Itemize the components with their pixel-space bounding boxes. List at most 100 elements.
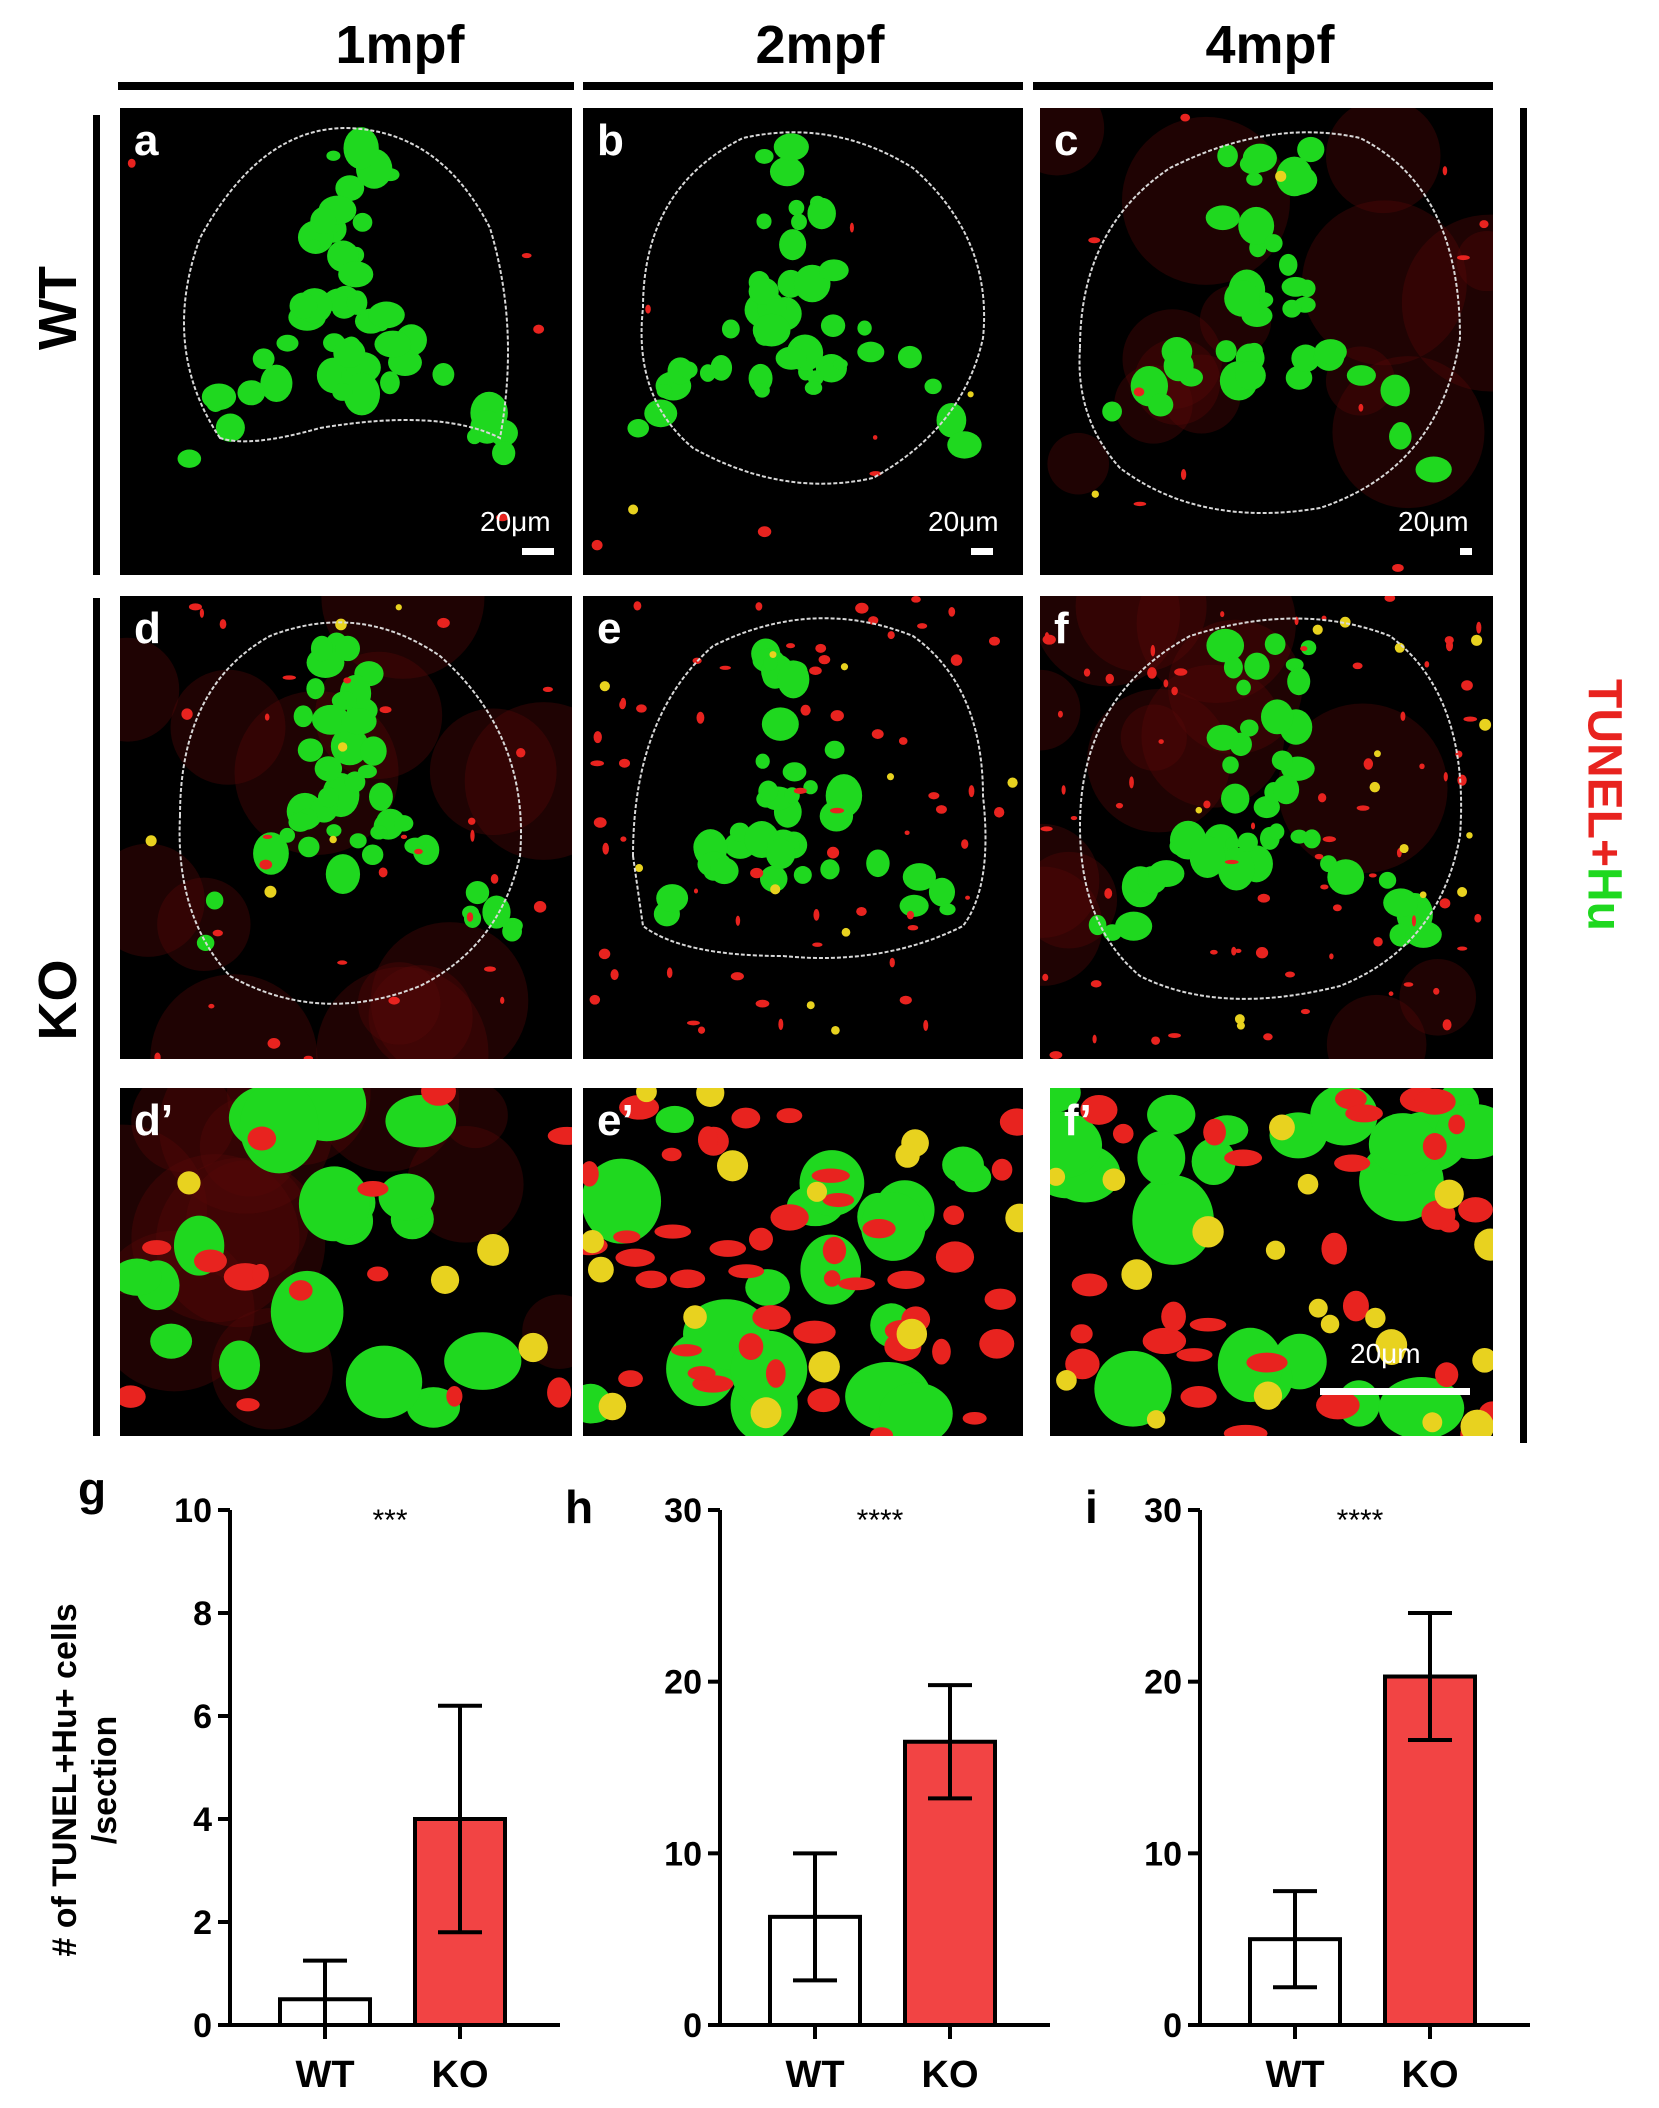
tunel-signal — [1445, 640, 1454, 652]
tunel-signal — [961, 839, 969, 849]
tunel-signal — [709, 1240, 747, 1257]
hu-positive-cell — [656, 884, 689, 913]
hu-positive-cell — [393, 815, 414, 832]
tunel-signal — [589, 994, 601, 1005]
column-header-2mpf: 2mpf — [755, 15, 885, 75]
background-haze — [406, 1125, 524, 1243]
hu-positive-cell — [311, 704, 350, 735]
tunel-signal — [719, 665, 731, 670]
tunel-signal — [633, 601, 642, 611]
hu-positive-cell — [820, 314, 846, 337]
hu-positive-cell — [1380, 374, 1410, 407]
tunel-signal — [1203, 800, 1211, 809]
colocalized-cell — [628, 504, 639, 515]
tunel-signal — [1147, 667, 1157, 679]
hu-positive-cell — [1415, 456, 1452, 483]
hu-positive-cell — [332, 382, 353, 401]
colocalized-cell — [1056, 1370, 1077, 1391]
tunel-signal — [1061, 785, 1066, 795]
hu-positive-cell — [765, 838, 796, 870]
tunel-signal — [757, 526, 772, 538]
column-divider-1 — [118, 82, 574, 90]
tunel-signal — [1368, 873, 1377, 878]
tunel-signal — [1189, 1317, 1227, 1332]
colocalized-cell — [430, 1265, 460, 1294]
scale-text-f-prime: 20μm — [1350, 1338, 1421, 1369]
tunel-signal — [917, 623, 928, 629]
tunel-signal — [950, 654, 963, 666]
hu-positive-cell — [899, 894, 929, 917]
tunel-signal — [862, 1219, 896, 1239]
tunel-signal — [1329, 953, 1334, 960]
y-tick-label: 8 — [193, 1595, 212, 1633]
colocalized-cell — [1466, 832, 1473, 839]
tunel-signal — [1363, 758, 1374, 770]
tunel-signal — [154, 1052, 161, 1059]
hu-positive-cell — [1278, 253, 1298, 276]
colocalized-cell — [1365, 1307, 1386, 1329]
tunel-signal — [812, 942, 823, 947]
colocalized-cell — [717, 1150, 749, 1182]
tunel-signal — [1474, 913, 1482, 923]
tunel-signal — [521, 252, 532, 259]
hu-positive-cell — [1264, 234, 1283, 253]
background-haze — [1278, 703, 1448, 874]
scale-bar-b — [971, 548, 993, 555]
tunel-signal — [236, 1398, 260, 1412]
tunel-signal — [1352, 662, 1363, 670]
hu-positive-cell — [370, 825, 388, 840]
hu-positive-cell — [1268, 823, 1285, 840]
background-haze — [1087, 688, 1231, 833]
hu-positive-cell — [1206, 724, 1240, 751]
significance-marker: *** — [372, 1504, 407, 1537]
hu-positive-cell — [769, 156, 805, 187]
hu-positive-cell — [1148, 860, 1185, 888]
colocalized-cell — [1378, 1339, 1405, 1365]
colocalized-cell — [1265, 1240, 1286, 1260]
hu-positive-cell — [1435, 1104, 1493, 1160]
tunel-signal — [965, 895, 971, 900]
tunel-signal — [669, 1269, 706, 1289]
tunel-signal — [414, 848, 423, 855]
background-haze — [1121, 116, 1290, 285]
hu-positive-cell — [1191, 1138, 1236, 1185]
colocalized-cell — [841, 927, 851, 937]
hu-positive-cell — [215, 413, 245, 442]
tunel-signal — [1435, 1362, 1459, 1388]
hu-positive-cell — [928, 877, 955, 907]
hu-positive-cell — [1224, 280, 1261, 317]
colocalized-cell — [599, 681, 610, 692]
scale-text-a: 20μm — [480, 506, 551, 537]
colocalized-cell — [1399, 843, 1409, 854]
hu-positive-cell — [1132, 1175, 1214, 1265]
hu-positive-cell — [502, 921, 522, 942]
hu-positive-cell — [755, 753, 770, 769]
tunel-signal — [1040, 826, 1053, 832]
tunel-signal — [872, 435, 878, 440]
tunel-signal — [735, 915, 741, 926]
hu-positive-cell — [368, 301, 405, 329]
column-divider-2 — [583, 82, 1023, 90]
tunel-signal — [697, 1126, 719, 1153]
tissue-outline — [631, 617, 987, 959]
tunel-signal — [807, 1388, 840, 1413]
panel-label-e: e — [597, 604, 622, 653]
colocalized-cell — [806, 1001, 815, 1010]
hu-positive-cell — [1246, 172, 1263, 186]
tunel-signal — [1332, 904, 1342, 912]
hu-positive-cell — [1260, 699, 1294, 735]
tunel-signal — [948, 606, 956, 617]
background-haze — [442, 1088, 508, 1149]
hu-positive-cell — [947, 431, 982, 459]
tunel-signal — [935, 805, 947, 814]
hu-positive-cell — [1300, 640, 1317, 656]
hu-positive-cell — [761, 707, 799, 741]
colocalized-cell — [895, 1143, 920, 1168]
background-haze — [1075, 596, 1207, 672]
tunel-signal — [1220, 611, 1225, 618]
tunel-signal — [467, 817, 476, 825]
tunel-signal — [935, 1241, 975, 1273]
tunel-signal — [999, 1108, 1023, 1136]
bar-chart-h: 0 10 20 30 WT KO **** — [650, 1480, 1070, 2100]
hu-positive-cell — [1327, 859, 1365, 895]
